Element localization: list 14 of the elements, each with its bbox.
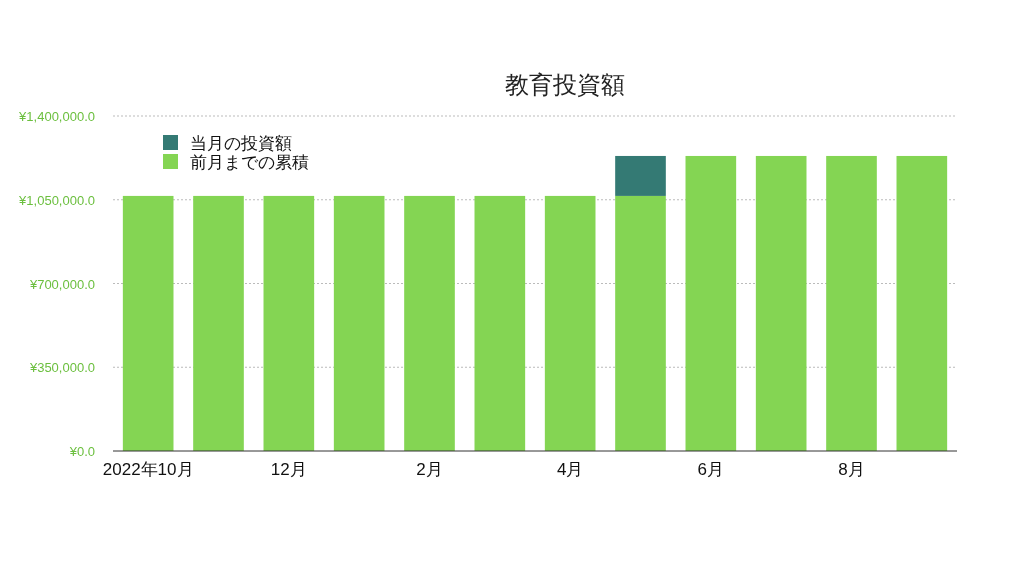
- x-tick-label: 4月: [556, 460, 584, 479]
- x-tick-label: 8月: [838, 460, 865, 479]
- y-tick-label: ¥1,050,000.0: [18, 192, 95, 208]
- y-tick-label: ¥0.0: [68, 444, 95, 459]
- y-tick-label: ¥1,400,000.0: [18, 109, 95, 124]
- y-tick-label: ¥350,000.0: [28, 360, 95, 376]
- x-tick-label: 2022年10月: [102, 460, 194, 479]
- y-tick-label: ¥700,000.0: [28, 276, 95, 292]
- x-tick-label: 2月: [416, 460, 443, 479]
- legend-label: 当月の投資額: [190, 134, 292, 153]
- x-tick-label: 12月: [270, 460, 307, 479]
- legend-label: 前月までの累積: [190, 153, 309, 172]
- chart-title: 教育投資額: [505, 71, 625, 98]
- x-tick-label: 6月: [697, 460, 725, 479]
